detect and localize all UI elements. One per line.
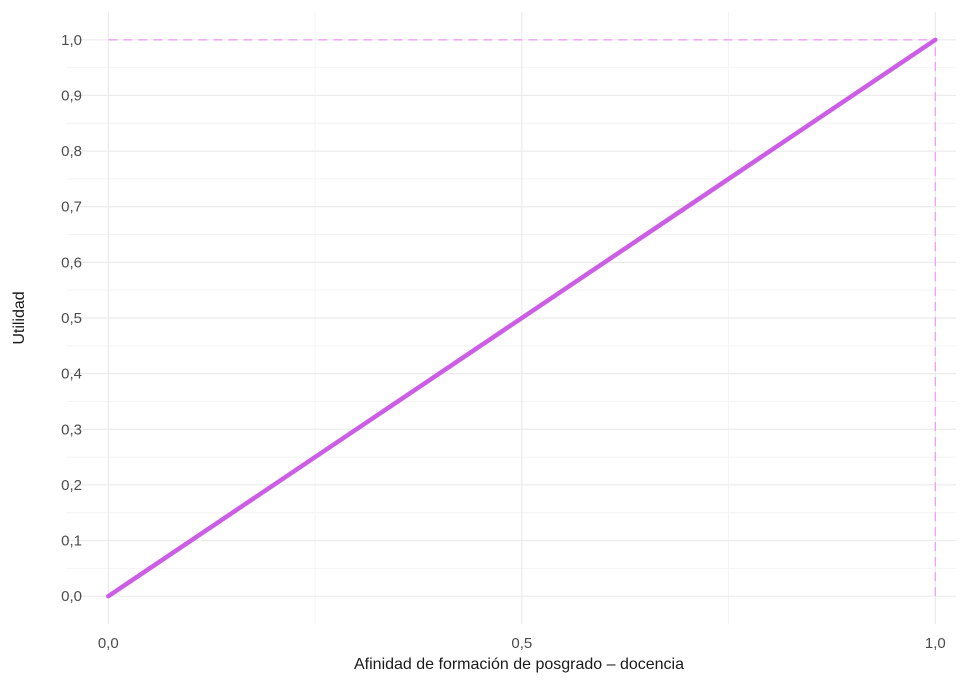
reference-lines xyxy=(108,39,936,597)
x-tick-label: 1,0 xyxy=(925,635,946,652)
y-tick-label: 0,4 xyxy=(61,366,82,383)
y-tick-label: 1,0 xyxy=(61,32,82,49)
y-tick-label: 0,2 xyxy=(61,477,82,494)
x-axis-title: Afinidad de formación de posgrado – doce… xyxy=(354,656,684,673)
x-axis-ticks: 0,0 0,5 1,0 xyxy=(98,635,946,652)
y-tick-label: 0,5 xyxy=(61,310,82,327)
y-tick-label: 0,3 xyxy=(61,421,82,438)
y-tick-label: 0,6 xyxy=(61,254,82,271)
series-line xyxy=(106,37,938,599)
y-tick-label: 0,9 xyxy=(61,87,82,104)
y-tick-label: 0,8 xyxy=(61,143,82,160)
x-tick-label: 0,5 xyxy=(511,635,532,652)
y-axis-ticks: 0,0 0,1 0,2 0,3 0,4 0,5 0,6 0,7 0,8 0,9 1,0 xyxy=(61,32,82,605)
y-tick-label: 0,0 xyxy=(61,588,82,605)
y-tick-label: 0,1 xyxy=(61,533,82,550)
data-series xyxy=(106,37,938,599)
x-tick-label: 0,0 xyxy=(98,635,119,652)
y-tick-label: 0,7 xyxy=(61,199,82,216)
y-axis-title: Utilidad xyxy=(11,291,28,344)
